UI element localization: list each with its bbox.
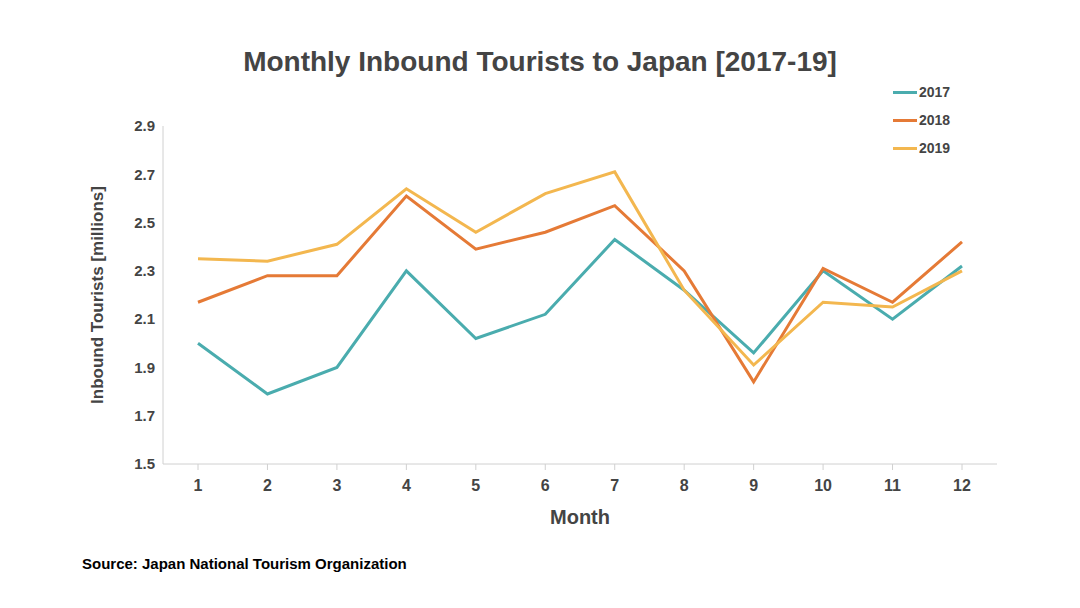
- svg-text:9: 9: [749, 477, 758, 494]
- svg-text:12: 12: [953, 477, 971, 494]
- svg-text:8: 8: [680, 477, 689, 494]
- html-text:Monthly Inbound Tourists to Ja: Monthly Inbound Tourists to Japan [2017-…: [243, 46, 837, 77]
- svg-text:1.9: 1.9: [134, 359, 155, 376]
- svg-text:2.1: 2.1: [134, 310, 155, 327]
- html-text:Source: Japan National Tourism: Source: Japan National Tourism Organizat…: [82, 555, 407, 572]
- html-text:2018: 2018: [919, 112, 951, 128]
- svg-text:2.7: 2.7: [134, 166, 155, 183]
- svg-text:7: 7: [610, 477, 619, 494]
- svg-text:1.5: 1.5: [134, 455, 155, 472]
- svg-text:2: 2: [263, 477, 272, 494]
- svg-text:5: 5: [471, 477, 480, 494]
- svg-text:3: 3: [332, 477, 341, 494]
- svg-text:Month: Month: [550, 506, 610, 528]
- html-text:2017: 2017: [919, 84, 951, 100]
- svg-text:1.7: 1.7: [134, 407, 155, 424]
- svg-text:2.3: 2.3: [134, 262, 155, 279]
- svg-text:2.5: 2.5: [134, 214, 155, 231]
- svg-text:4: 4: [402, 477, 411, 494]
- svg-text:1: 1: [194, 477, 203, 494]
- svg-text:6: 6: [541, 477, 550, 494]
- svg-text:Inbound Tourists [millions]: Inbound Tourists [millions]: [88, 186, 107, 404]
- svg-text:11: 11: [884, 477, 901, 494]
- svg-text:10: 10: [814, 477, 832, 494]
- html-text:2019: 2019: [919, 140, 951, 156]
- svg-text:2.9: 2.9: [134, 117, 155, 134]
